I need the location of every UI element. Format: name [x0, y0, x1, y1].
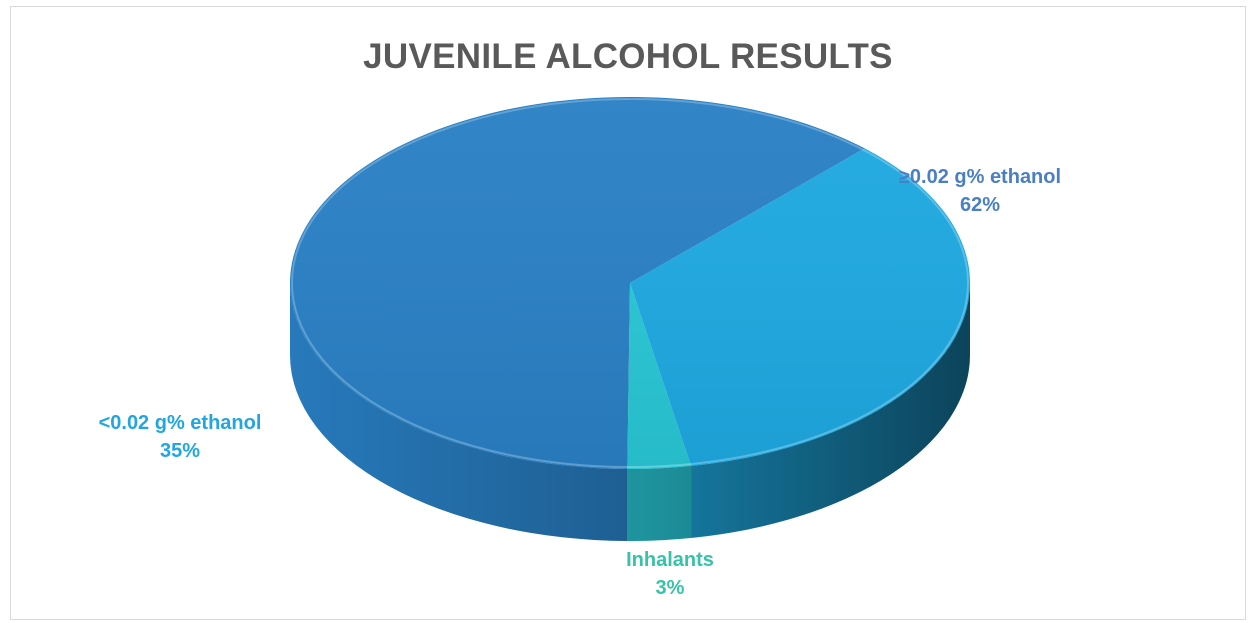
label-category: Inhalants [626, 549, 714, 571]
label-category: ≥0.02 g% ethanol [898, 166, 1062, 188]
label-lt-002-ethanol: <0.02 g% ethanol 35% [60, 409, 300, 465]
pie-side-shading [290, 283, 970, 541]
label-value: 35% [159, 440, 201, 462]
label-category: <0.02 g% ethanol [98, 412, 262, 434]
pie-top-rim [291, 98, 969, 468]
label-value: 62% [959, 194, 1001, 216]
label-value: 3% [655, 577, 685, 599]
label-inhalants: Inhalants 3% [570, 546, 770, 602]
label-ge-002-ethanol: ≥0.02 g% ethanol 62% [860, 163, 1100, 219]
chart-title: JUVENILE ALCOHOL RESULTS [363, 37, 893, 76]
